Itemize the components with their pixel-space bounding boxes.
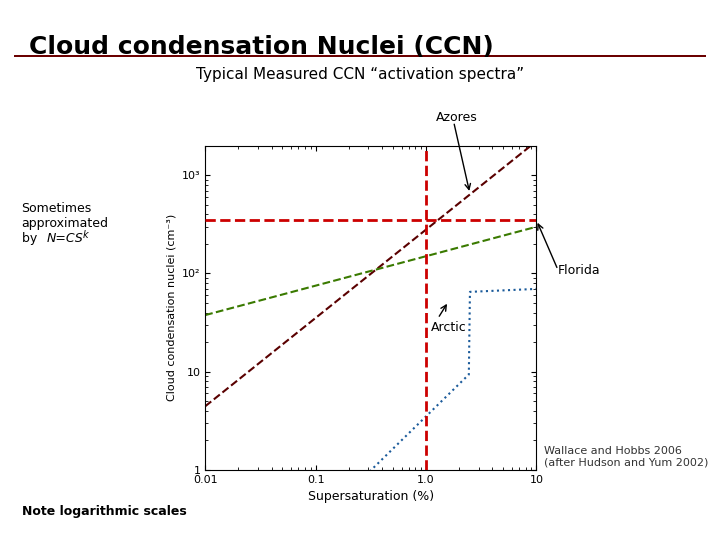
- Text: N=CS: N=CS: [47, 232, 84, 245]
- Text: Typical Measured CCN “activation spectra”: Typical Measured CCN “activation spectra…: [196, 68, 524, 83]
- Y-axis label: Cloud condensation nuclei (cm⁻³): Cloud condensation nuclei (cm⁻³): [166, 214, 176, 401]
- Text: Arctic: Arctic: [431, 321, 467, 334]
- Text: k: k: [83, 230, 89, 240]
- Text: Cloud condensation Nuclei (CCN): Cloud condensation Nuclei (CCN): [29, 35, 493, 59]
- Text: by: by: [22, 232, 41, 245]
- Text: Wallace and Hobbs 2006
(after Hudson and Yum 2002): Wallace and Hobbs 2006 (after Hudson and…: [544, 446, 708, 467]
- Text: Note logarithmic scales: Note logarithmic scales: [22, 505, 186, 518]
- Text: Azores: Azores: [436, 111, 477, 124]
- Text: Sometimes: Sometimes: [22, 202, 92, 215]
- X-axis label: Supersaturation (%): Supersaturation (%): [307, 490, 434, 503]
- Text: Florida: Florida: [558, 264, 600, 276]
- Text: approximated: approximated: [22, 217, 109, 230]
